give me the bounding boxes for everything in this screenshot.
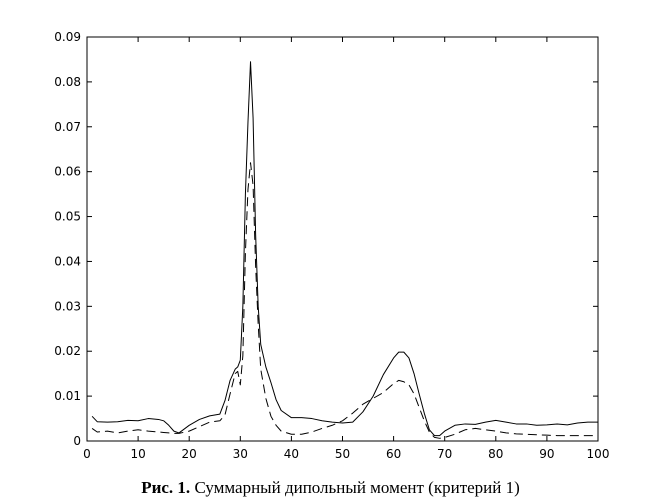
series-line-dashed bbox=[91, 162, 598, 439]
y-tick-label: 0.04 bbox=[54, 254, 81, 268]
data-series bbox=[91, 61, 598, 439]
figure-caption-text: Суммарный дипольный момент (критерий 1) bbox=[194, 478, 520, 497]
x-tick-label: 60 bbox=[386, 447, 401, 461]
x-tick-label: 10 bbox=[130, 447, 145, 461]
series-line-solid bbox=[91, 61, 598, 437]
y-tick-label: 0 bbox=[73, 434, 81, 448]
x-tick-label: 90 bbox=[539, 447, 554, 461]
x-tick-label: 20 bbox=[182, 447, 197, 461]
axis-ticks bbox=[86, 36, 599, 442]
plot-area-frame bbox=[86, 36, 599, 442]
y-tick-label: 0.02 bbox=[54, 344, 81, 358]
line-chart: 0 10 20 30 40 50 60 70 80 90 100 0 0.01 0.02 0.03 0.04 0… bbox=[54, 30, 609, 461]
y-tick-label: 0.09 bbox=[54, 30, 81, 44]
x-tick-label: 50 bbox=[335, 447, 350, 461]
y-tick-label: 0.03 bbox=[54, 299, 81, 313]
x-tick-label: 70 bbox=[437, 447, 452, 461]
figure-caption-label: Рис. 1. bbox=[141, 478, 191, 497]
x-tick-label: 100 bbox=[587, 447, 610, 461]
y-tick-label: 0.06 bbox=[54, 165, 81, 179]
figure-caption: Рис. 1. Суммарный дипольный момент (крит… bbox=[0, 478, 661, 498]
y-tick-label: 0.08 bbox=[54, 75, 81, 89]
x-tick-label: 40 bbox=[284, 447, 299, 461]
y-tick-label: 0.07 bbox=[54, 120, 81, 134]
y-tick-label: 0.01 bbox=[54, 389, 81, 403]
x-tick-label: 80 bbox=[488, 447, 503, 461]
y-tick-label: 0.05 bbox=[54, 210, 81, 224]
x-tick-label: 0 bbox=[83, 447, 91, 461]
axis-tick-labels: 0 10 20 30 40 50 60 70 80 90 100 0 0.01 0.02 0.03 0.04 0… bbox=[54, 30, 609, 461]
x-tick-label: 30 bbox=[233, 447, 248, 461]
